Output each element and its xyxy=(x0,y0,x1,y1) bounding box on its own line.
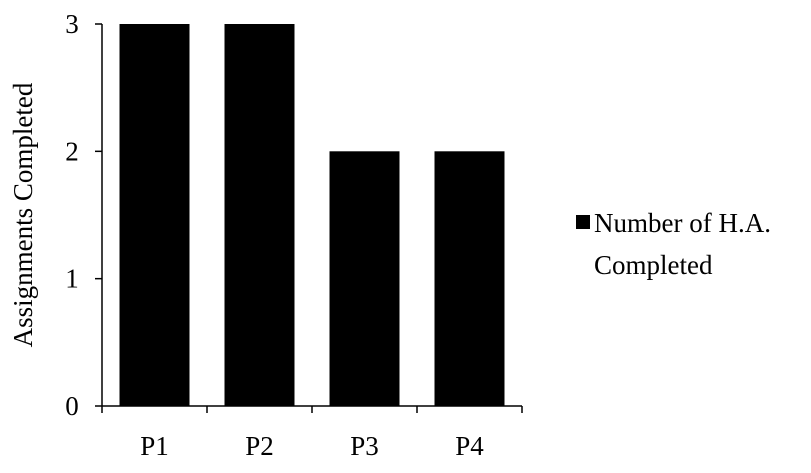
x-tick-label-p4: P4 xyxy=(455,431,484,461)
bar-p3 xyxy=(329,151,400,406)
y-axis: 0 1 2 3 xyxy=(65,9,103,421)
y-axis-label: Assignments Completed xyxy=(8,82,38,347)
y-tick-label-0: 0 xyxy=(65,391,79,421)
legend-swatch xyxy=(576,215,590,229)
plot-area xyxy=(119,24,505,406)
legend-label-line-2: Completed xyxy=(594,250,713,280)
x-tick-label-p1: P1 xyxy=(140,431,169,461)
x-tick-label-p2: P2 xyxy=(245,431,274,461)
legend: Number of H.A. Completed xyxy=(576,208,771,280)
bar-p4 xyxy=(434,151,505,406)
y-tick-label-3: 3 xyxy=(65,9,79,39)
x-tick-label-p3: P3 xyxy=(350,431,379,461)
bar-p2 xyxy=(224,24,295,406)
y-tick-label-1: 1 xyxy=(65,264,79,294)
legend-label-line-1: Number of H.A. xyxy=(594,208,771,238)
bar-p1 xyxy=(119,24,190,406)
x-axis: P1 P2 P3 P4 xyxy=(101,405,523,461)
y-tick-label-2: 2 xyxy=(65,136,79,166)
